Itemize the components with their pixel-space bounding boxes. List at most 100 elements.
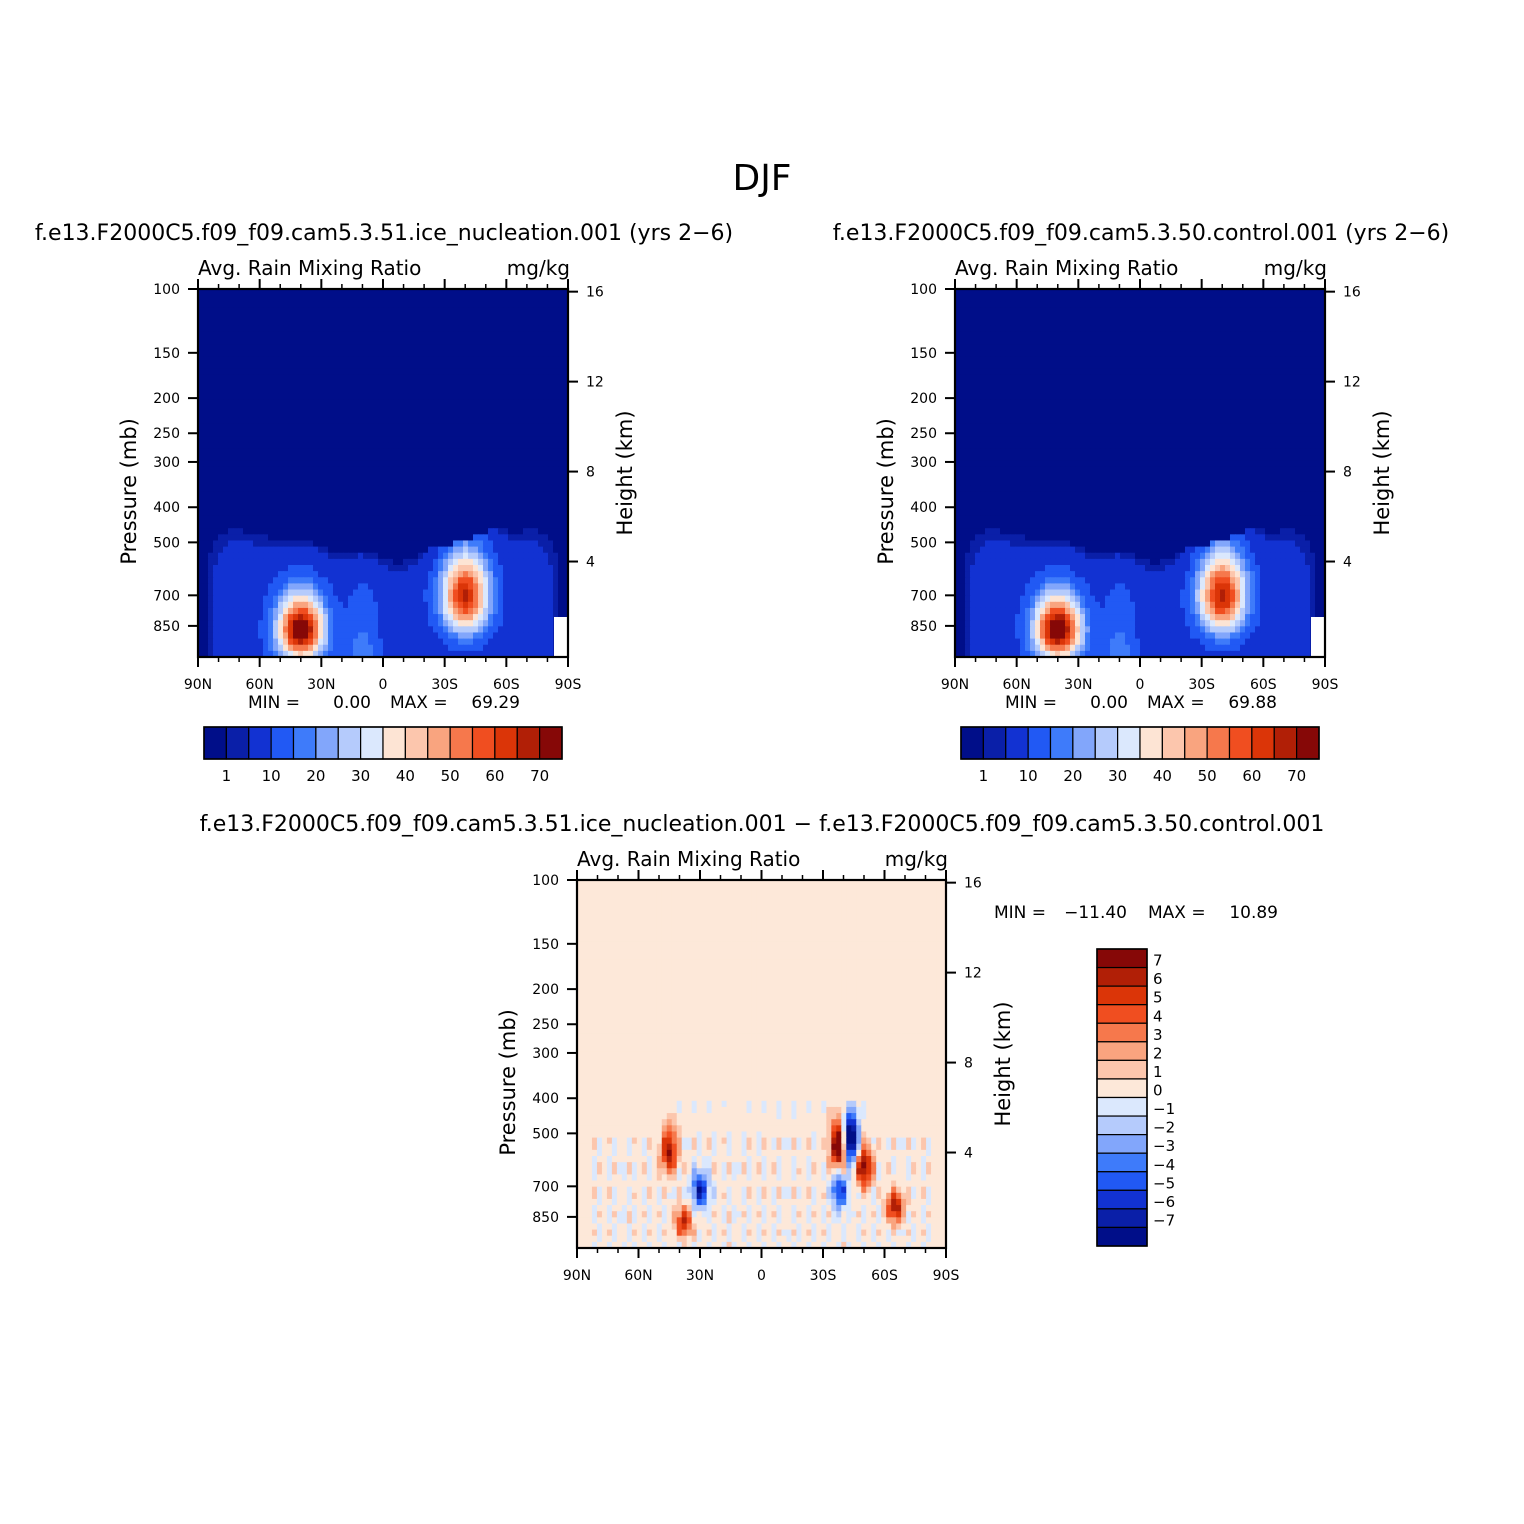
p1-cell — [233, 522, 239, 529]
p1-cell — [203, 460, 209, 468]
p1-cell — [298, 325, 304, 333]
p1-cell — [513, 503, 519, 511]
p2-cell — [1125, 307, 1131, 315]
p1-cell — [373, 289, 379, 296]
p2-cell — [1320, 295, 1325, 302]
p1-cell — [313, 546, 319, 554]
p1-cell — [238, 448, 244, 456]
p1-cell — [218, 620, 224, 627]
p1-cell — [253, 534, 259, 542]
p1-cell — [373, 387, 379, 394]
p1-cell — [513, 589, 519, 597]
p1-cell — [313, 552, 319, 560]
p1-cell — [258, 356, 264, 364]
p2-cell — [1215, 295, 1221, 302]
p1-cell — [533, 552, 539, 560]
p1-cell — [363, 479, 369, 486]
p1-cell — [438, 473, 444, 480]
p1-cell — [278, 485, 284, 492]
p1-cell — [463, 479, 469, 486]
p1-cell — [228, 583, 234, 591]
p1-cell — [483, 479, 489, 486]
p1-cell — [413, 607, 419, 615]
p1-cell — [543, 466, 549, 474]
p1-cell — [488, 473, 494, 480]
p1-cell — [378, 405, 384, 413]
p1-cell — [453, 540, 459, 548]
p1-cell — [198, 442, 204, 450]
p1-cell — [498, 307, 504, 315]
p1-cell — [358, 393, 364, 400]
p1-cell — [413, 546, 419, 554]
p1-cell — [228, 497, 234, 505]
p1-cell — [378, 515, 384, 523]
p1-cell — [268, 522, 274, 529]
p1-cell — [318, 528, 324, 535]
p2-cell — [1150, 301, 1156, 308]
p1-cell — [493, 583, 499, 591]
p1-cell — [468, 374, 474, 382]
p1-cell — [248, 460, 254, 468]
p1-cell — [263, 338, 269, 345]
p1-cell — [343, 423, 349, 431]
p1-cell — [443, 620, 449, 627]
p1-cell — [423, 595, 429, 603]
p1-cell — [368, 644, 374, 652]
p1-cell — [328, 632, 334, 640]
p1-cell — [538, 577, 544, 584]
p1-cell — [508, 417, 514, 425]
p1-cell — [423, 430, 429, 437]
p1-cell — [443, 442, 449, 450]
p1-cell — [278, 411, 284, 419]
p2-cell — [1260, 289, 1266, 296]
p1-cell — [298, 626, 304, 634]
p1-cell — [403, 381, 409, 388]
p2-cell — [1170, 295, 1176, 302]
p1-cell — [263, 289, 269, 296]
p2-cell — [1075, 289, 1081, 296]
p1-cell — [323, 442, 329, 450]
p1-cell — [308, 479, 314, 486]
p2-cell — [1065, 295, 1071, 302]
p1-cell — [383, 614, 389, 621]
p1-cell — [513, 289, 519, 296]
p1-cell — [448, 528, 454, 535]
p1-cell — [503, 442, 509, 450]
p1-cell — [438, 614, 444, 621]
p1-cell — [373, 528, 379, 535]
p1-cell — [208, 423, 214, 431]
p1-cell — [388, 417, 394, 425]
p1-cell — [218, 614, 224, 621]
p1-cell — [293, 577, 299, 584]
p1-cell — [278, 558, 284, 566]
p1-cell — [368, 522, 374, 529]
p1-cell — [468, 454, 474, 462]
p1-cell — [473, 571, 479, 578]
p1-cell — [413, 442, 419, 450]
p1-cell — [198, 411, 204, 419]
p1-cell — [453, 491, 459, 499]
p1-cell — [433, 534, 439, 542]
p1-cell — [453, 325, 459, 333]
p1-cell — [498, 430, 504, 437]
p1-cell — [278, 632, 284, 640]
p1-cell — [563, 368, 568, 376]
p1-cell — [538, 491, 544, 499]
p2-cell — [1160, 295, 1166, 302]
p1-cell — [428, 558, 434, 566]
p1-cell — [273, 325, 279, 333]
p1-cell — [478, 430, 484, 437]
p1-cell — [548, 491, 554, 499]
p1-cell — [518, 515, 524, 523]
p1-cell — [273, 417, 279, 425]
p1-run-title: f.e13.F2000C5.f09_f09.cam5.3.51.ice_nucl… — [35, 221, 733, 246]
p2-cell — [1235, 295, 1241, 302]
p1-cell — [538, 393, 544, 400]
p1-cell — [548, 626, 554, 634]
p2-cell — [1040, 301, 1046, 308]
p1-cell — [208, 540, 214, 548]
p1-cell — [333, 405, 339, 413]
p1-ytick-label: 250 — [153, 426, 180, 442]
p1-cell — [523, 325, 529, 333]
